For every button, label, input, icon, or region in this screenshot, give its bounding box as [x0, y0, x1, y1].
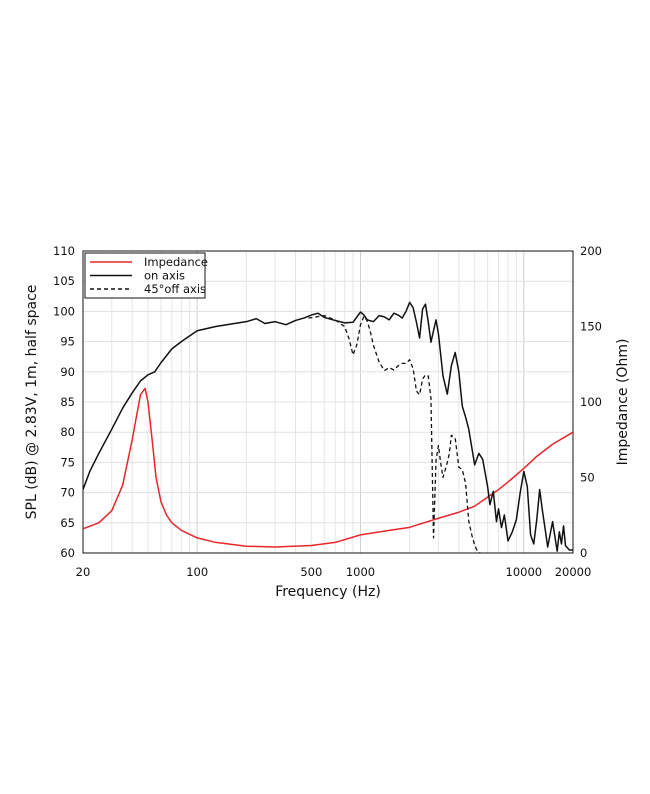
x-tick-label: 20: [76, 565, 91, 579]
grid: [83, 251, 573, 553]
y-tick-label-left: 85: [60, 395, 75, 409]
legend-label: Impedance: [144, 255, 208, 269]
y-tick-label-left: 80: [60, 425, 75, 439]
y-tick-label-left: 70: [60, 486, 75, 500]
legend-label: on axis: [144, 269, 185, 283]
x-tick-label: 500: [300, 565, 322, 579]
x-tick-label: 1000: [346, 565, 375, 579]
x-tick-label: 20000: [555, 565, 592, 579]
series-line-impedance: [83, 387, 573, 548]
y-tick-label-left: 95: [60, 335, 75, 349]
y-axis-right-title: Impedance (Ohm): [615, 339, 631, 466]
y-tick-label-left: 90: [60, 365, 75, 379]
y-tick-label-right: 50: [580, 471, 595, 485]
tick-labels: 20 100 500 1000 10000 20000606570758085909510…: [53, 244, 602, 579]
x-tick-label: 10000: [506, 565, 543, 579]
plot-frame: [82, 250, 574, 554]
y-tick-label-left: 60: [60, 546, 75, 560]
y-axis-left-title: SPL (dB) @ 2.83V, 1m, half space: [24, 285, 40, 520]
y-tick-label-right: 100: [580, 395, 602, 409]
y-tick-label-left: 110: [53, 244, 75, 258]
y-tick-label-left: 75: [60, 455, 75, 469]
series-line-on-axis: [83, 301, 573, 552]
y-tick-label-right: 0: [580, 546, 587, 560]
x-tick-label: 100: [186, 565, 208, 579]
y-tick-label-left: 100: [53, 304, 75, 318]
series-group: [83, 301, 573, 553]
y-tick-label-right: 200: [580, 244, 602, 258]
x-axis-title: Frequency (Hz): [275, 584, 381, 600]
series-line-45-off-axis: [308, 314, 481, 553]
legend-label: 45°off axis: [144, 282, 206, 296]
y-tick-label-left: 65: [60, 516, 75, 530]
y-tick-label-right: 150: [580, 320, 602, 334]
y-tick-label-left: 105: [53, 274, 75, 288]
